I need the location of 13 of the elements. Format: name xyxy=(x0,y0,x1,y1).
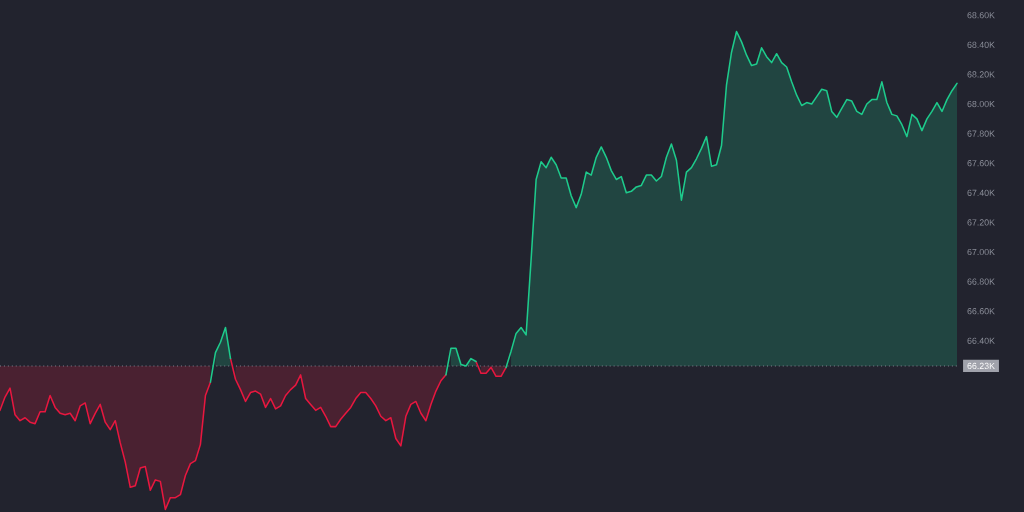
y-tick-label: 67.20K xyxy=(967,219,995,226)
y-tick-label: 68.20K xyxy=(967,71,995,78)
y-tick-label: 67.00K xyxy=(967,248,995,256)
y-tick-label: 67.40K xyxy=(967,189,995,196)
y-tick-label: 68.40K xyxy=(967,41,995,48)
y-tick-label: 66.60K xyxy=(967,308,995,315)
y-tick-label: 67.60K xyxy=(967,160,995,167)
ref-line-label: 66.23K xyxy=(967,362,995,370)
y-tick-label: 67.80K xyxy=(967,130,995,137)
y-tick-label: 66.40K xyxy=(967,337,995,344)
y-tick-label: 68.60K xyxy=(967,12,995,19)
y-tick-label: 68.00K xyxy=(967,100,995,108)
y-tick-label: 66.80K xyxy=(967,278,995,285)
